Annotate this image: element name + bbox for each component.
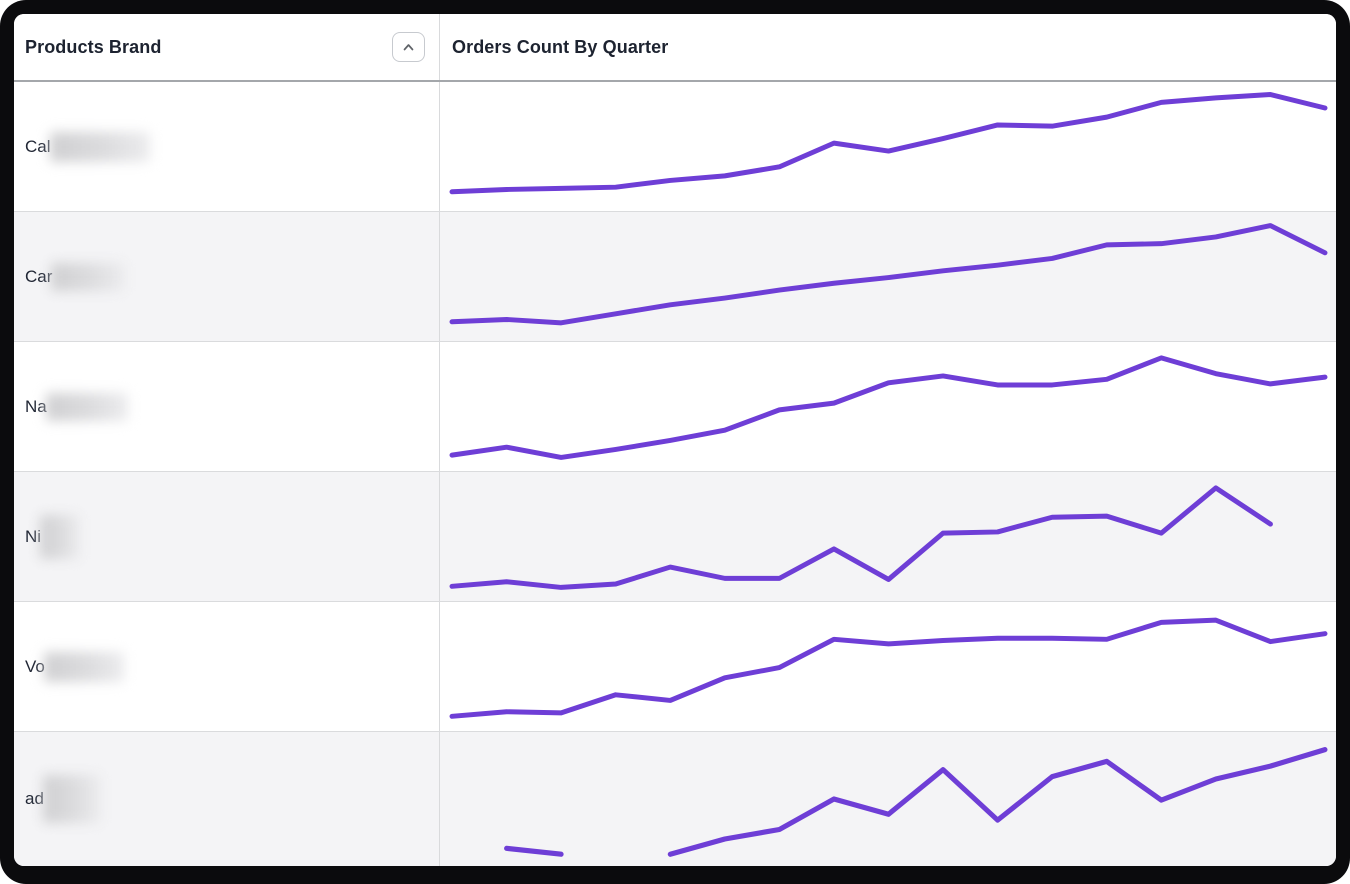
sparkline-cell	[440, 602, 1336, 731]
table-header-row: Products Brand Orders Count By Quarter	[14, 14, 1336, 82]
products-brand-header-label: Products Brand	[25, 36, 162, 57]
sparkline-path	[449, 485, 1273, 590]
brand-label: Vo	[25, 656, 45, 676]
redacted-brand-blur	[45, 392, 128, 421]
sparkline-path	[449, 223, 1328, 326]
orders-sparkline-chart	[449, 223, 1328, 326]
redacted-brand-blur	[49, 131, 150, 162]
orders-sparkline-chart	[449, 617, 1328, 719]
orders-count-header-label: Orders Count By Quarter	[452, 36, 669, 57]
redacted-brand-blur	[51, 262, 126, 291]
brand-cell: Vo	[14, 602, 440, 731]
column-header-products-brand: Products Brand	[14, 14, 440, 80]
orders-sparkline-chart	[504, 747, 1328, 857]
orders-sparkline-chart	[449, 485, 1273, 590]
brand-label: Ni	[25, 526, 42, 546]
column-header-orders-count: Orders Count By Quarter	[440, 14, 1336, 80]
sparkline-path	[449, 355, 1328, 460]
brand-cell: Cal	[14, 82, 440, 211]
data-table-card: Products Brand Orders Count By Quarter C…	[14, 14, 1336, 866]
table-row: Cal	[14, 82, 1336, 212]
table-row: Ni	[14, 472, 1336, 602]
brand-label: ad	[25, 789, 44, 808]
brand-label: Car	[25, 266, 53, 286]
sparkline-cell	[440, 472, 1336, 601]
sort-button[interactable]	[392, 32, 425, 62]
sparkline-path	[449, 617, 1328, 719]
table-row: Vo	[14, 602, 1336, 732]
sparkline-cell	[440, 342, 1336, 471]
redacted-brand-blur	[42, 775, 101, 823]
orders-sparkline-chart	[449, 355, 1328, 460]
sparkline-cell	[440, 82, 1336, 211]
brand-cell: Car	[14, 212, 440, 341]
brand-cell: ad	[14, 732, 440, 866]
sparkline-cell	[440, 212, 1336, 341]
sparkline-path	[449, 92, 1328, 195]
table-row: Car	[14, 212, 1336, 342]
table-row: Na	[14, 342, 1336, 472]
sparkline-path	[504, 747, 1328, 857]
brand-label: Na	[25, 396, 47, 416]
orders-sparkline-chart	[449, 92, 1328, 195]
redacted-brand-blur	[43, 651, 124, 682]
sparkline-cell	[440, 732, 1336, 866]
brand-cell: Ni	[14, 472, 440, 601]
table-row: ad	[14, 732, 1336, 866]
redacted-brand-blur	[40, 514, 81, 559]
brand-cell: Na	[14, 342, 440, 471]
chevron-up-icon	[403, 43, 414, 50]
table-body: Cal Car Na	[14, 82, 1336, 866]
brand-label: Cal	[25, 136, 51, 156]
